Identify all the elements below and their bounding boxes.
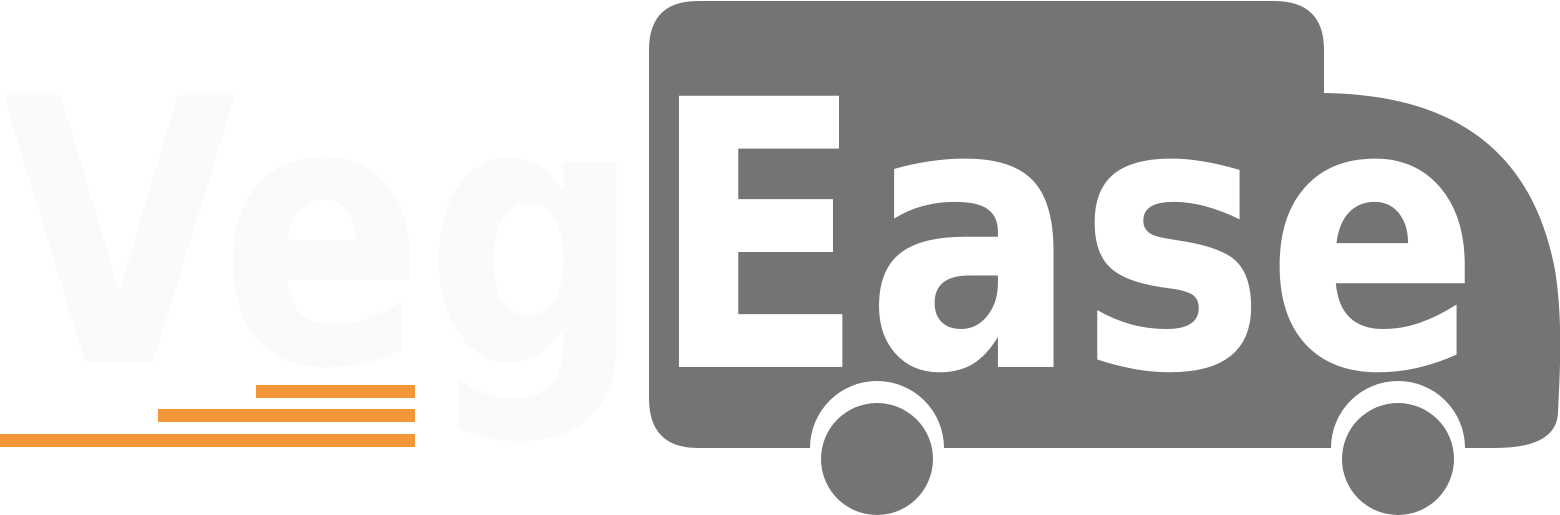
wheel-icon	[1342, 403, 1454, 515]
logo-word-right: Ease	[650, 22, 1480, 455]
wheel-icon	[821, 403, 933, 515]
logo-word-left: Veg	[2, 23, 642, 449]
truck-body	[649, 1, 1560, 448]
speed-line	[0, 434, 415, 447]
speed-lines-icon	[0, 385, 415, 447]
speed-line	[158, 409, 415, 422]
speed-line	[256, 385, 415, 398]
